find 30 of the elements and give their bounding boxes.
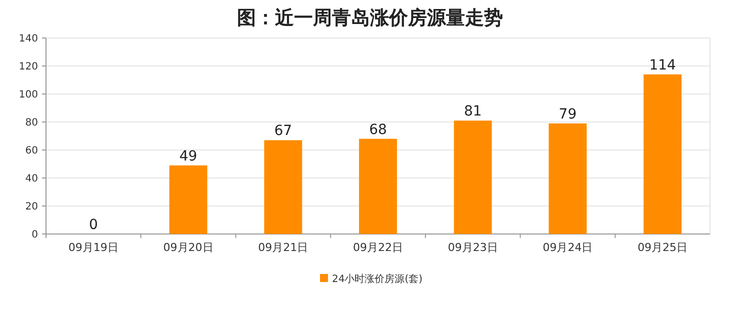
- bar: [644, 74, 682, 234]
- x-tick-label: 09月22日: [353, 241, 403, 254]
- bar: [264, 140, 302, 234]
- data-label: 67: [274, 123, 292, 140]
- legend-label: 24小时涨价房源(套): [332, 273, 423, 285]
- y-tick-label: 60: [25, 146, 38, 156]
- bar: [548, 123, 587, 234]
- data-label: 0: [88, 217, 98, 233]
- data-label: 68: [369, 122, 387, 138]
- bar: [169, 165, 208, 234]
- y-tick-label: 0: [32, 230, 38, 240]
- bar: [454, 120, 492, 234]
- y-tick-label: 80: [25, 118, 38, 128]
- bar: [359, 138, 397, 234]
- x-tick-label: 09月25日: [638, 241, 688, 254]
- x-tick-label: 09月21日: [258, 241, 308, 254]
- y-tick-label: 140: [18, 34, 38, 44]
- data-label: 114: [649, 57, 676, 74]
- y-tick-label: 40: [25, 174, 38, 184]
- x-tick-label: 09月19日: [68, 241, 118, 254]
- x-tick-label: 09月24日: [542, 241, 593, 254]
- x-tick-label: 09月23日: [448, 241, 498, 254]
- x-tick-label: 09月20日: [163, 241, 214, 254]
- data-label: 79: [558, 106, 577, 122]
- y-tick-label: 20: [25, 202, 38, 212]
- chart-title: 图：近一周青岛涨价房源量走势: [237, 7, 503, 29]
- y-tick-label: 120: [18, 62, 38, 72]
- data-label: 49: [179, 148, 198, 164]
- y-tick-label: 100: [18, 90, 38, 100]
- data-label: 81: [464, 104, 482, 120]
